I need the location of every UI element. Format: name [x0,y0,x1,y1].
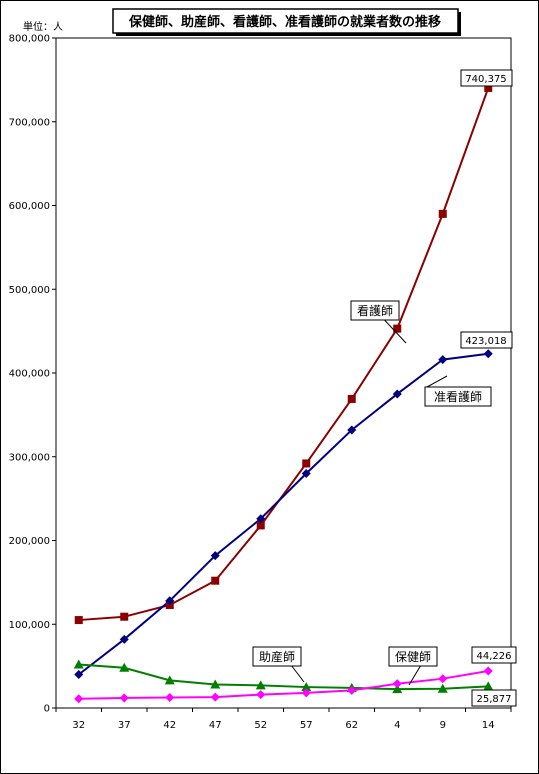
x-tick-label: 37 [118,720,131,731]
data-label-44226-text: 44,226 [477,651,512,662]
y-tick-label: 0 [44,704,50,715]
series-1-point [347,425,357,435]
series-3-point [438,674,448,684]
series-1-point [210,551,220,561]
data-label-25877-text: 25,877 [477,694,512,705]
series-2-point [119,662,130,672]
series-3-point [301,688,311,698]
series-0-point [74,616,83,625]
y-axis: 0 100,000 200,000 300,000 400,000 500,000 600,… [9,34,56,715]
x-tick-label: 32 [72,720,85,731]
series-3-point [483,666,493,676]
series-line-0 [78,87,490,622]
series-3-point [74,694,84,704]
label-junkangoshi: 准看護師 [424,375,492,407]
label-kangoshi-text: 看護師 [357,303,393,318]
title-box [112,8,459,34]
x-tick-label: 62 [345,720,358,731]
series-1-point [392,389,402,399]
series-1-point [301,469,311,478]
series-3-point [256,690,266,700]
series-2-point [301,682,312,692]
series-0-point [256,521,265,530]
x-tick-label: 42 [163,720,176,731]
series-1-point [74,670,84,679]
series-2-point [210,679,221,689]
x-tick-label: 14 [482,720,495,731]
data-label-25877: 25,877 [471,689,517,707]
y-tick-label: 700,000 [9,117,50,128]
data-label-423018-text: 423,018 [465,336,506,347]
series-0-point [347,394,356,403]
label-hokenshi-text: 保健師 [395,650,431,664]
series-2-point [437,683,448,693]
series-0-point [393,324,402,333]
y-tick-label: 500,000 [9,285,50,296]
plot-area [55,37,512,709]
series-3-point [210,692,220,702]
x-tick-label: 4 [394,720,400,731]
series-0-point [302,459,311,468]
series-0-point [438,209,447,218]
data-label-740375: 740,375 [460,69,513,87]
series-1-point [119,634,129,644]
data-label-423018: 423,018 [460,331,513,349]
unit-label: 単位：人 [23,20,63,33]
label-josanshi-text: 助産師 [259,649,295,664]
series-0-point [120,612,129,621]
series-3-point [165,693,175,703]
y-tick-label: 200,000 [9,536,50,547]
series-2-point [392,684,403,694]
series-markers [73,83,494,704]
y-tick-label: 600,000 [9,201,50,212]
series-2-point [255,680,266,690]
x-tick-label: 52 [254,720,267,731]
y-tick-label: 400,000 [9,369,50,380]
x-tick-label: 57 [300,720,313,731]
series-2-point [483,681,494,691]
series-3-point [347,685,357,695]
series-line-2 [78,663,489,691]
series-1-point [256,514,266,524]
y-tick-label: 100,000 [9,620,50,631]
label-hokenshi: 保健師 [388,646,438,686]
label-kangoshi: 看護師 [350,300,407,344]
label-junkangoshi-text: 准看護師 [434,389,482,404]
chart-title: 保健師、助産師、看護師、准看護師の就業者数の推移 [128,14,441,30]
series-1-point [438,355,448,365]
series-2-point [73,659,84,669]
series-line-1 [78,352,489,676]
series-line-3 [78,669,489,700]
x-axis: 32 37 42 47 52 57 62 4 9 14 [55,708,512,731]
series-2-point [164,675,175,685]
data-label-44226: 44,226 [471,646,517,664]
x-tick-label: 9 [440,720,446,731]
series-0-point [484,83,493,92]
data-label-740375-text: 740,375 [465,74,506,85]
label-josanshi: 助産師 [252,646,305,683]
series-0-point [211,576,220,585]
series-3-point [119,693,129,703]
series-1-point [165,596,175,606]
x-tick-label: 47 [209,720,222,731]
y-tick-label: 300,000 [9,452,50,463]
series-lines [78,87,490,700]
series-1-point [483,349,493,359]
series-3-point [392,679,402,689]
y-tick-label: 800,000 [9,34,50,45]
